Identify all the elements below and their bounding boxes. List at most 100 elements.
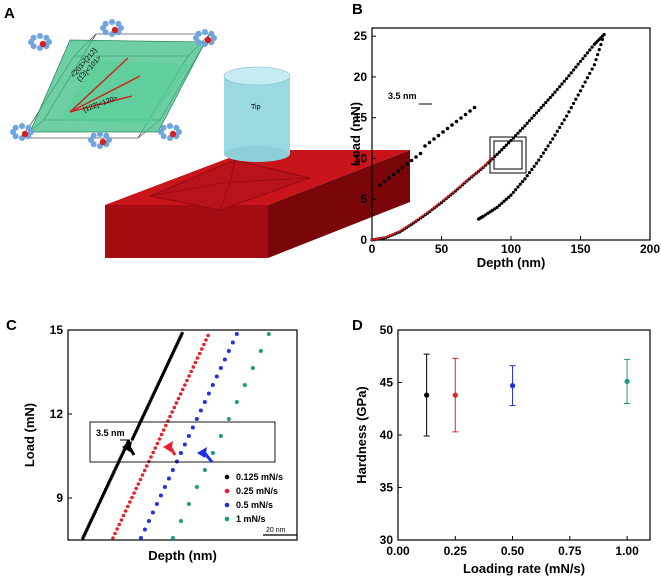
b-series1-point [574, 97, 578, 101]
tip-cylinder-top [223, 66, 291, 86]
c-series1-point [159, 432, 164, 437]
b-series0-point [514, 134, 518, 138]
b-series2-point [440, 200, 443, 203]
b-series2-point [431, 207, 434, 210]
c-series2-point [226, 349, 231, 353]
c-series1-point [140, 473, 145, 477]
b-series2-point [442, 198, 445, 201]
c-series2-point [138, 536, 143, 540]
c-ylabel: Load (mN) [22, 403, 37, 467]
c-ytick-label: 15 [50, 323, 64, 337]
c-series3-point [218, 434, 223, 438]
b-series1-point [527, 170, 532, 175]
tip-label: Tip [251, 104, 261, 111]
c-series2-point [142, 527, 147, 532]
b-series2-point [426, 211, 429, 214]
b-series1-point [534, 161, 539, 165]
b-inset-point [432, 137, 436, 141]
b-series2-point [428, 209, 432, 212]
c-series2-point [214, 374, 219, 379]
c-series1-point [178, 392, 183, 396]
b-zoom-box [489, 136, 527, 174]
atom-0-7 [43, 34, 50, 41]
c-series1-point [149, 455, 153, 459]
b-series0-point [588, 48, 592, 52]
b-xtick-label: 200 [640, 242, 660, 256]
b-series2-point [389, 234, 392, 237]
d-xlabel: Loading rate (mN/s) [463, 561, 585, 576]
b-inset-point [441, 130, 445, 134]
b-series1-point [588, 71, 592, 75]
b-series1-point [476, 217, 481, 221]
b-series0-point [553, 90, 557, 94]
b-series1-point [514, 188, 518, 192]
b-series2-point [421, 214, 425, 217]
b-series2-point [403, 226, 406, 230]
c-series1-point [111, 536, 115, 540]
d-xtick-label: 1.00 [615, 544, 639, 558]
c-legend-marker [224, 516, 230, 522]
atom-5-5 [160, 124, 167, 131]
atom-core-0 [39, 40, 47, 48]
c-legend-label: 1 mN/s [236, 514, 266, 524]
b-series2-point [449, 192, 452, 196]
b-series1-point [525, 174, 529, 178]
b-series0-point [548, 95, 552, 100]
b-inset-point [472, 105, 477, 110]
b-series1-point [518, 182, 522, 186]
c-series1-point [151, 450, 155, 455]
c-series1-point [185, 378, 189, 383]
c-legend-label: 0.5 mN/s [236, 500, 273, 510]
d-point-1 [452, 392, 458, 398]
b-inset-point [468, 109, 472, 113]
b-series0-point [544, 101, 548, 105]
b-series1-point [483, 213, 488, 217]
atom-clusters [10, 19, 217, 149]
c-series3-point [250, 366, 255, 370]
c-series1-point [199, 347, 204, 351]
c-series2-point [174, 459, 179, 464]
c-arrowhead-1 [163, 441, 173, 452]
c-series3-point [202, 468, 207, 472]
c-legend-marker [224, 474, 230, 480]
b-series1-point [493, 207, 497, 211]
atom-1-5 [102, 20, 109, 27]
b-xtick-label: 100 [501, 242, 521, 256]
b-series0-point [585, 51, 590, 55]
b-series0-point [500, 148, 504, 152]
c-series1-point [142, 468, 147, 473]
b-series0-point [523, 124, 527, 128]
c-arrowhead-2 [197, 447, 207, 458]
b-series2-point [456, 187, 459, 190]
tip-cylinder-body [224, 76, 290, 154]
d-xtick-label: 0.25 [444, 544, 468, 558]
c-series1-point [187, 374, 191, 378]
b-series2-point [438, 202, 441, 205]
atom-2-6 [202, 29, 208, 35]
atom-core-4 [99, 138, 107, 146]
atom-3-6 [19, 123, 25, 129]
d-xtick-label: 0.00 [386, 544, 410, 558]
b-inset-point [427, 140, 432, 145]
b-series2-point [472, 173, 476, 176]
b-inset-point [387, 176, 391, 180]
b-series1-point [502, 199, 506, 203]
d-ytick-label: 35 [380, 481, 394, 495]
b-series1-point [562, 118, 566, 122]
atom-core-2 [204, 36, 212, 44]
b-series0-point [497, 150, 502, 154]
b-series0-point [583, 54, 587, 58]
c-arrowhead-0 [122, 441, 132, 452]
b-series2-point [377, 237, 381, 240]
b-series1-point [495, 205, 499, 209]
panel-d: D 0.00 0.25 0.50 0.75 1.00 30 35 40 45 50 Loading … [352, 317, 651, 576]
d-xtick-label: 0.75 [558, 544, 582, 558]
c-series1-point [172, 405, 177, 410]
b-series1-point [504, 197, 508, 201]
b-inset-point [436, 133, 441, 138]
c-series2-point [202, 400, 207, 404]
b-plot-frame [371, 27, 651, 241]
c-ytick-label: 12 [50, 407, 64, 421]
b-inset-point [463, 112, 468, 117]
b-series2-point [470, 175, 473, 178]
